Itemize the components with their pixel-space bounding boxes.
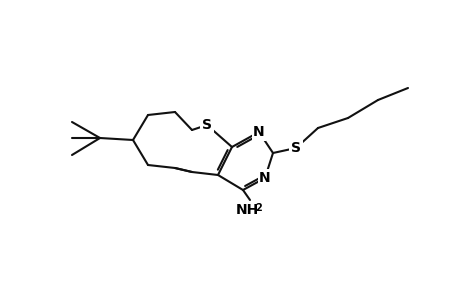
Text: 2: 2 <box>255 203 262 213</box>
Text: NH: NH <box>235 203 258 217</box>
Text: S: S <box>202 118 212 132</box>
Text: N: N <box>252 125 264 139</box>
Text: S: S <box>291 141 300 155</box>
Text: N: N <box>258 171 270 185</box>
